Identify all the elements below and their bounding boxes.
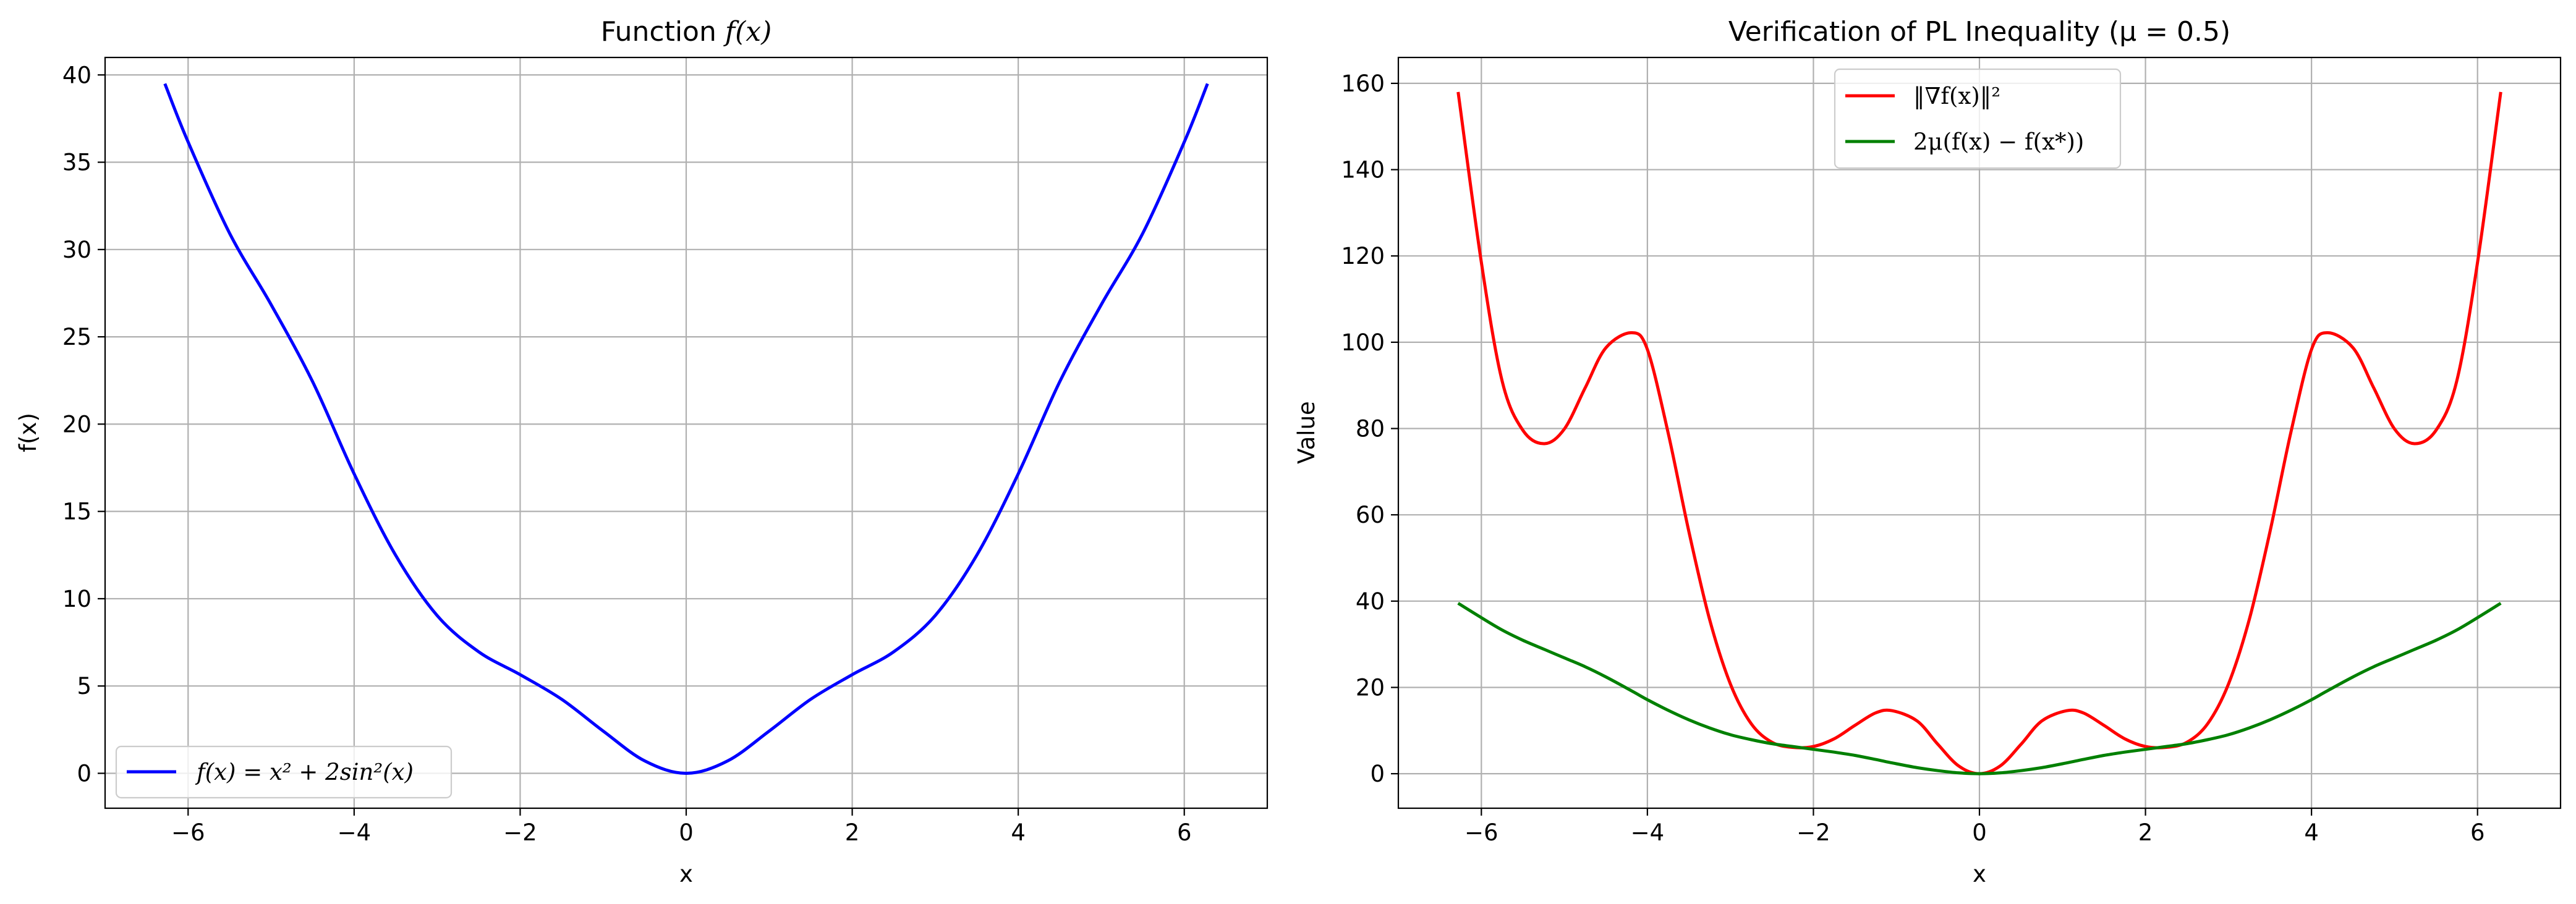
left-legend-box — [115, 745, 453, 799]
left-y-tick-label: 25 — [62, 324, 91, 350]
right-x-tick-label: −2 — [1796, 819, 1830, 846]
right-x-tick-label: 6 — [2470, 819, 2485, 846]
right-y-tick-label: 140 — [1341, 157, 1385, 184]
right-legend-label-0: ‖∇f(x)‖² — [1913, 83, 2000, 109]
right-series-layer — [1456, 91, 2502, 775]
left-series-line-0 — [163, 83, 1209, 775]
left-y-tick-label: 30 — [62, 237, 91, 263]
right-y-tick-label: 0 — [1370, 761, 1385, 787]
right-x-tick-label: 2 — [2138, 819, 2153, 846]
right-y-tick-label: 100 — [1341, 329, 1385, 356]
left-y-tick-label: 15 — [62, 499, 91, 525]
left-y-tick-label: 10 — [62, 586, 91, 612]
left-y-tick-label: 5 — [77, 673, 91, 699]
left-x-axis-label: x — [679, 861, 693, 887]
right-y-tick-label: 20 — [1356, 674, 1385, 701]
right-legend: ‖∇f(x)‖² 2μ(f(x) − f(x*)) — [1834, 68, 2122, 169]
left-y-axis-label: f(x) — [15, 413, 41, 452]
left-x-tick-label: 4 — [1011, 819, 1026, 846]
left-y-tick-label: 35 — [62, 150, 91, 176]
left-y-tick-label: 40 — [62, 62, 91, 88]
left-legend-label-0: f(x) = x² + 2sin²(x) — [195, 759, 414, 785]
left-x-tick-label: 0 — [679, 819, 694, 846]
left-series-layer — [163, 83, 1209, 775]
right-legend-label-1: 2μ(f(x) − f(x*)) — [1913, 129, 2084, 155]
right-y-tick-label: 60 — [1356, 502, 1385, 528]
right-x-tick-label: −4 — [1631, 819, 1665, 846]
right-series-line-1 — [1457, 602, 2502, 775]
left-legend: f(x) = x² + 2sin²(x) — [115, 745, 453, 799]
left-x-tick-label: 6 — [1177, 819, 1192, 846]
right-legend-box — [1834, 68, 2122, 169]
left-chart: −6 −4 −2 0 2 4 6 0 5 10 15 20 25 30 35 40 Function f(x)… — [15, 16, 1269, 887]
right-y-tick-label: 120 — [1341, 243, 1385, 269]
left-x-tick-label: −4 — [338, 819, 372, 846]
left-chart-title: Function f(x) — [601, 16, 772, 48]
left-x-tick-label: −6 — [171, 819, 205, 846]
right-x-axis-label: x — [1973, 861, 1986, 887]
right-x-tick-label: 4 — [2304, 819, 2319, 846]
right-y-tick-label: 80 — [1356, 416, 1385, 442]
right-y-axis-label: Value — [1293, 401, 1320, 464]
left-ticks: −6 −4 −2 0 2 4 6 0 5 10 15 20 25 30 35 40 — [62, 62, 1192, 846]
left-x-tick-label: −2 — [503, 819, 537, 846]
right-y-tick-label: 40 — [1356, 588, 1385, 615]
left-y-tick-label: 20 — [62, 411, 91, 437]
right-chart-title: Verification of PL Inequality (μ = 0.5) — [1728, 16, 2230, 48]
left-y-tick-label: 0 — [77, 760, 91, 787]
left-x-tick-label: 2 — [845, 819, 860, 846]
right-x-tick-label: 0 — [1972, 819, 1987, 846]
right-x-tick-label: −6 — [1464, 819, 1498, 846]
right-y-tick-label: 160 — [1341, 70, 1385, 97]
